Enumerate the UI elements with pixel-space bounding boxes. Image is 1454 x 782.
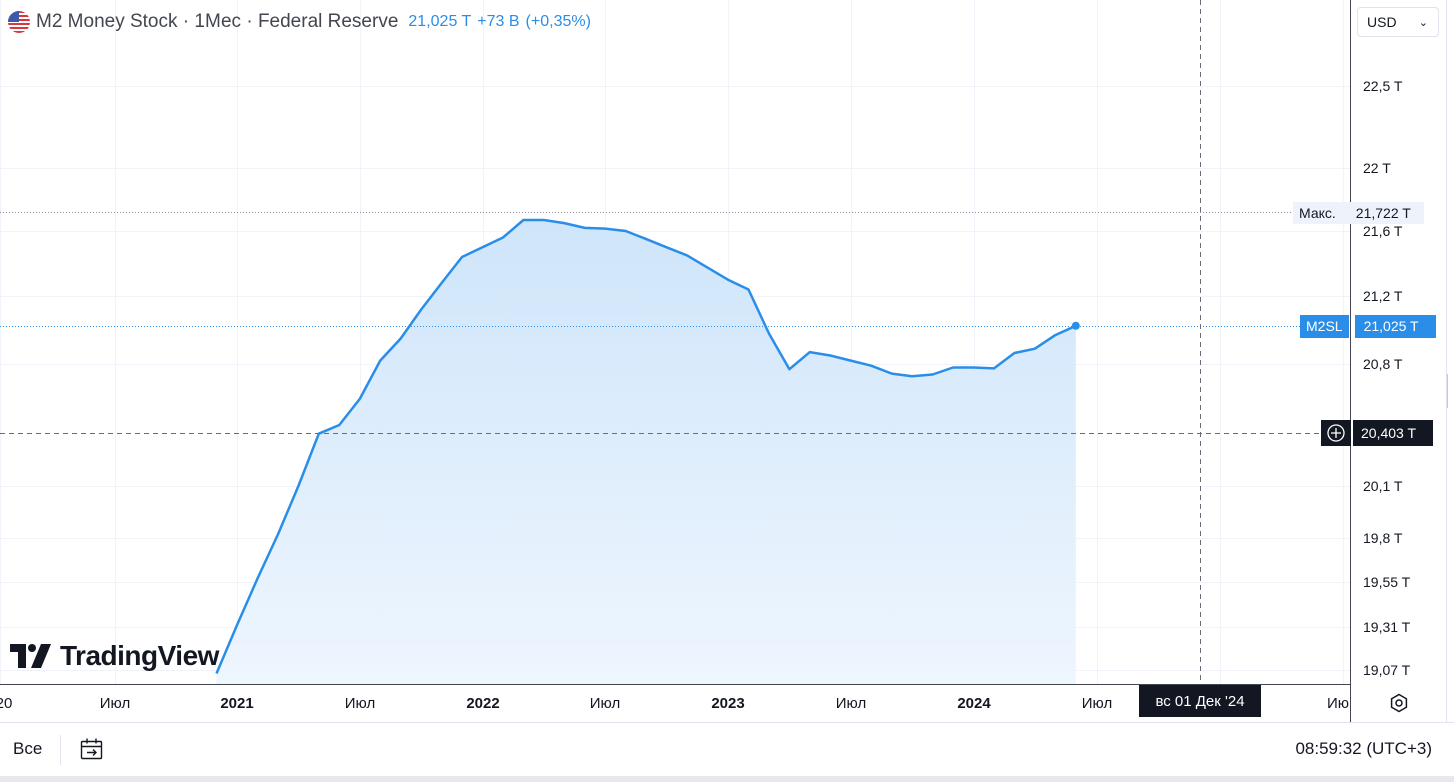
add-alert-icon[interactable] (1321, 420, 1351, 446)
currency-select[interactable]: USD ⌄ (1357, 7, 1439, 37)
time-tick-label: 2024 (957, 695, 991, 712)
price-tick-label: 20,8 T (1363, 356, 1403, 372)
us-flag-icon (8, 11, 30, 33)
cursor-tag-value: 20,403 T (1353, 420, 1433, 446)
max-tag-value: 21,722 T (1343, 202, 1424, 224)
tradingview-logo: TradingView (10, 640, 219, 672)
last-point-marker (1071, 321, 1080, 330)
cursor-date-tag: вс 01 Дек '24 (1139, 685, 1261, 717)
time-tick-label: Ию (1326, 695, 1350, 712)
symbol-title: M2 Money Stock · 1Мес · Federal Reserve (36, 11, 399, 32)
goto-date-icon[interactable] (78, 735, 106, 763)
time-tick-label: Июл (1081, 695, 1113, 712)
time-tick-label: 2021 (220, 695, 254, 712)
last-price-tag: M2SL 21,025 T (1300, 315, 1436, 338)
max-price-tag: Макс. 21,722 T (1293, 202, 1424, 224)
cursor-price-tag[interactable]: 20,403 T (1321, 420, 1433, 446)
time-tick-label: 2022 (466, 695, 500, 712)
time-tick-label: Июл (344, 695, 376, 712)
last-tag-value: 21,025 T (1354, 315, 1436, 338)
price-tick-label: 22,5 T (1363, 78, 1403, 94)
change-percent: (+0,35%) (525, 13, 591, 30)
time-tick-label: Июл (589, 695, 621, 712)
series-line (215, 218, 1080, 674)
settings-gear-icon[interactable] (1387, 691, 1411, 715)
price-tick-label: 19,31 T (1363, 619, 1411, 635)
price-tick-label: 22 T (1363, 160, 1391, 176)
time-tick-label: 20 (0, 695, 13, 712)
chevron-down-icon: ⌄ (1418, 16, 1428, 29)
series-path (215, 218, 1077, 674)
time-tick-label: 2023 (711, 695, 745, 712)
change-value: +73 B (477, 13, 520, 30)
currency-label: USD (1367, 14, 1397, 30)
price-tick-label: 20,1 T (1363, 478, 1403, 494)
scroll-handle[interactable] (1447, 374, 1454, 408)
axis-borders (0, 0, 1454, 723)
range-all-button[interactable]: Все (13, 739, 43, 758)
time-tick-label: Июл (99, 695, 131, 712)
logo-text: TradingView (60, 640, 219, 671)
reference-lines (0, 0, 1350, 684)
area-shape (216, 220, 1076, 684)
chart-legend[interactable]: M2 Money Stock · 1Мес · Federal Reserve … (8, 9, 591, 35)
clock-timezone[interactable]: 08:59:32 (UTC+3) (1295, 739, 1432, 758)
last-value: 21,025 T (408, 13, 472, 30)
last-tag-label: M2SL (1300, 315, 1349, 338)
price-tick-label: 19,8 T (1363, 530, 1403, 546)
window-bottom-edge (0, 776, 1454, 782)
time-tick-label: Июл (835, 695, 867, 712)
price-tick-label: 19,07 T (1363, 662, 1411, 678)
price-tick-label: 21,2 T (1363, 288, 1403, 304)
price-tick-label: 21,6 T (1363, 223, 1403, 239)
max-tag-label: Макс. (1293, 202, 1344, 224)
tradingview-logo-icon (10, 644, 51, 668)
price-tick-label: 19,55 T (1363, 574, 1411, 590)
bottom-toolbar (0, 723, 1454, 776)
toolbar-divider (60, 735, 61, 765)
area-fill (216, 220, 1076, 684)
